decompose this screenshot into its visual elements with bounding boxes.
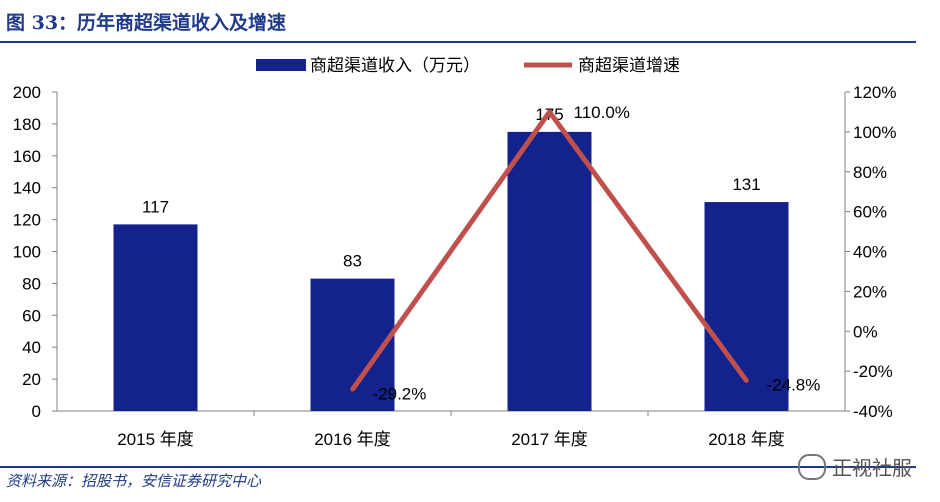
y-right-tick-label: 40% <box>853 243 887 262</box>
y-right-tick-label: -20% <box>853 362 893 381</box>
bar <box>507 131 592 411</box>
bar-value-label: 131 <box>732 175 760 194</box>
y-right-tick-label: 120% <box>853 83 896 102</box>
bar <box>113 224 198 411</box>
y-left-tick-label: 20 <box>22 370 41 389</box>
legend-line-label: 商超渠道增速 <box>578 56 680 75</box>
y-left-tick-label: 80 <box>22 274 41 293</box>
title-divider <box>0 41 916 43</box>
y-left-tick-label: 100 <box>13 243 41 262</box>
y-left-tick-label: 0 <box>32 402 41 421</box>
growth-value-label: -24.8% <box>767 376 821 395</box>
x-tick-label: 2016 年度 <box>314 430 391 449</box>
y-left-tick-label: 200 <box>13 83 41 102</box>
y-right-tick-label: 80% <box>853 163 887 182</box>
y-left-tick-label: 60 <box>22 306 41 325</box>
footer-divider <box>0 466 916 468</box>
y-right-tick-label: 0% <box>853 322 878 341</box>
growth-value-label: -29.2% <box>373 384 427 403</box>
y-left-tick-label: 120 <box>13 211 41 230</box>
watermark-text: 正视社服 <box>832 458 912 480</box>
figure-title: 图 33：历年商超渠道收入及增速 <box>6 12 287 34</box>
y-left-tick-label: 160 <box>13 147 41 166</box>
growth-point <box>547 109 552 114</box>
y-left-tick-label: 180 <box>13 115 41 134</box>
x-tick-label: 2018 年度 <box>708 430 785 449</box>
y-left-tick-label: 140 <box>13 179 41 198</box>
growth-value-label: 110.0% <box>574 103 630 122</box>
x-tick-label: 2015 年度 <box>117 430 194 449</box>
y-right-tick-label: 20% <box>853 282 887 301</box>
y-right-tick-label: 60% <box>853 203 887 222</box>
legend-bar-label: 商超渠道收入（万元） <box>310 56 480 75</box>
x-tick-label: 2017 年度 <box>511 430 588 449</box>
legend-bar-swatch <box>256 59 306 71</box>
wechat-icon <box>798 453 826 480</box>
y-right-tick-label: -40% <box>853 402 893 421</box>
y-left-tick-label: 40 <box>22 338 41 357</box>
y-right-tick-label: 100% <box>853 123 896 142</box>
watermark: 正视社服 <box>798 452 912 481</box>
bar-value-label: 83 <box>343 252 362 271</box>
source-note: 资料来源：招股书，安信证券研究中心 <box>6 472 262 490</box>
bar <box>704 202 789 411</box>
bar-value-label: 117 <box>142 197 169 216</box>
growth-point <box>350 387 355 392</box>
growth-point <box>744 378 749 383</box>
